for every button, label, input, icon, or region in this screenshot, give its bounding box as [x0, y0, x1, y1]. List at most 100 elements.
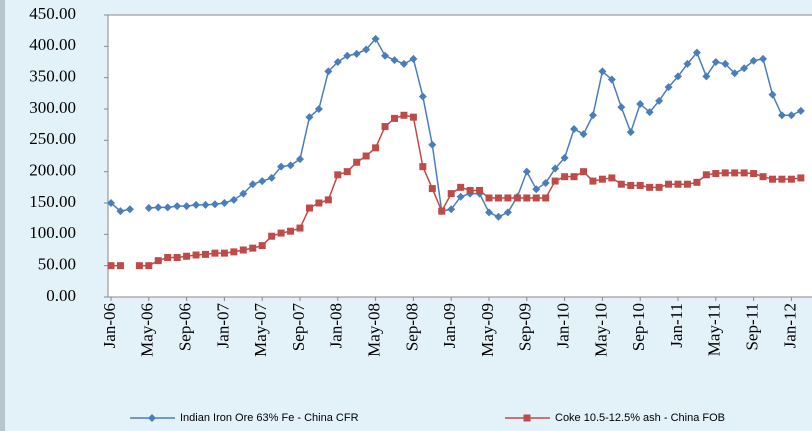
- marker: [476, 186, 484, 194]
- marker: [400, 111, 408, 119]
- marker: [353, 158, 361, 166]
- legend-label: Coke 10.5-12.5% ash - China FOB: [555, 412, 725, 424]
- window-edge: [0, 0, 5, 431]
- marker: [456, 192, 465, 201]
- x-tick-label: May-10: [591, 303, 610, 357]
- marker: [438, 207, 446, 215]
- marker: [759, 54, 768, 63]
- marker: [381, 51, 390, 60]
- y-tick-label: 400.00: [29, 35, 76, 54]
- marker: [428, 140, 437, 149]
- marker: [503, 208, 512, 217]
- marker: [750, 170, 758, 178]
- x-tick-label: Sep-11: [743, 303, 762, 351]
- marker: [778, 175, 786, 183]
- marker: [409, 54, 418, 63]
- marker: [116, 262, 124, 270]
- marker: [333, 58, 342, 66]
- marker: [154, 257, 162, 265]
- x-tick-label: Sep-08: [402, 303, 421, 351]
- marker: [731, 169, 739, 177]
- marker: [674, 180, 682, 188]
- legend-marker: [148, 414, 156, 422]
- marker: [144, 204, 153, 213]
- marker: [192, 251, 200, 259]
- marker: [759, 173, 767, 181]
- marker: [428, 185, 436, 193]
- marker: [513, 194, 521, 202]
- marker: [580, 168, 587, 176]
- x-tick-label: Jan-11: [667, 303, 686, 348]
- y-tick-label: 200.00: [29, 161, 76, 180]
- marker: [551, 177, 559, 185]
- marker: [740, 64, 749, 73]
- marker: [588, 111, 597, 120]
- marker: [135, 262, 143, 270]
- legend-marker: [523, 414, 531, 422]
- marker: [372, 144, 380, 152]
- marker: [532, 194, 540, 202]
- marker: [570, 125, 579, 134]
- x-tick-label: May-11: [705, 303, 724, 356]
- marker: [116, 207, 125, 216]
- marker: [173, 254, 181, 262]
- marker: [248, 180, 257, 189]
- marker: [296, 155, 304, 164]
- marker: [560, 153, 569, 162]
- x-tick-label: May-09: [478, 303, 497, 357]
- marker: [343, 51, 352, 60]
- marker: [362, 45, 371, 54]
- marker: [551, 164, 560, 173]
- y-tick-label: 250.00: [29, 129, 76, 148]
- marker: [787, 175, 795, 183]
- marker: [182, 202, 191, 211]
- marker: [324, 196, 332, 204]
- marker: [183, 252, 191, 260]
- marker: [268, 232, 276, 240]
- x-tick-label: Jan-06: [100, 303, 119, 348]
- marker: [711, 58, 720, 66]
- marker: [362, 152, 370, 160]
- marker: [617, 103, 626, 112]
- marker: [220, 199, 229, 207]
- marker: [202, 250, 209, 258]
- marker: [749, 56, 758, 65]
- marker: [740, 169, 748, 177]
- marker: [522, 167, 531, 176]
- marker: [570, 173, 578, 181]
- marker: [768, 90, 777, 99]
- marker: [229, 195, 238, 204]
- x-tick-label: Sep-10: [629, 303, 648, 351]
- x-tick-label: Jan-12: [780, 303, 799, 348]
- marker: [504, 194, 512, 202]
- marker: [107, 199, 115, 207]
- marker: [683, 180, 691, 188]
- y-tick-label: 50.00: [38, 255, 76, 274]
- marker: [239, 189, 248, 198]
- marker: [542, 194, 550, 202]
- marker: [343, 168, 351, 176]
- marker: [797, 174, 805, 182]
- marker: [646, 183, 654, 191]
- y-tick-label: 0.00: [46, 286, 76, 305]
- x-tick-label: Jan-08: [327, 303, 346, 348]
- marker: [145, 262, 153, 270]
- marker: [541, 178, 550, 187]
- x-tick-label: Jan-09: [440, 303, 459, 348]
- marker: [163, 203, 172, 212]
- x-tick-label: May-07: [251, 303, 270, 357]
- marker: [664, 83, 673, 92]
- legend-label: Indian Iron Ore 63% Fe - China CFR: [180, 412, 359, 424]
- marker: [730, 69, 739, 78]
- marker: [712, 170, 720, 178]
- marker: [787, 111, 796, 120]
- marker: [258, 177, 267, 186]
- marker: [702, 171, 710, 179]
- x-tick-label: May-08: [365, 303, 384, 357]
- x-tick-label: May-06: [138, 303, 157, 357]
- marker: [777, 111, 786, 120]
- x-tick-label: Sep-09: [516, 303, 535, 351]
- marker: [674, 72, 682, 81]
- marker: [721, 59, 730, 68]
